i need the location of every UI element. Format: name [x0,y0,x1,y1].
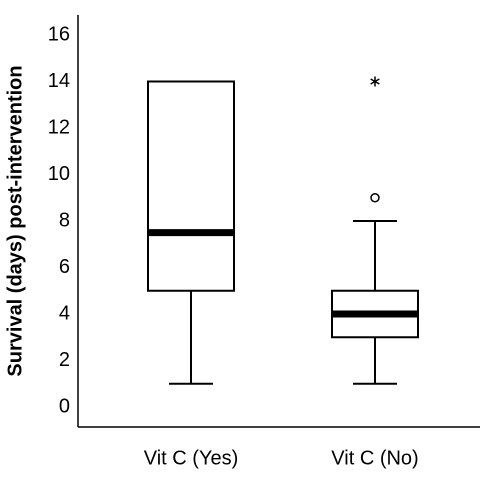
x-tick-label: Vit C (No) [331,447,418,469]
extreme [370,76,380,87]
outlier [370,192,380,203]
y-tick-label: 2 [59,349,70,371]
y-tick-label: 0 [59,395,70,417]
y-tick-label: 10 [48,163,70,185]
y-tick-label: 4 [59,302,70,324]
y-tick-label: 8 [59,209,70,231]
y-tick-label: 16 [48,23,70,45]
x-tick-label: Vit C (Yes) [144,447,238,469]
box [147,80,235,292]
y-tick-label: 14 [48,70,70,92]
y-tick-label: 12 [48,116,70,138]
y-tick-label: 6 [59,256,70,278]
y-axis-label: Survival (days) post-intervention [4,65,26,376]
